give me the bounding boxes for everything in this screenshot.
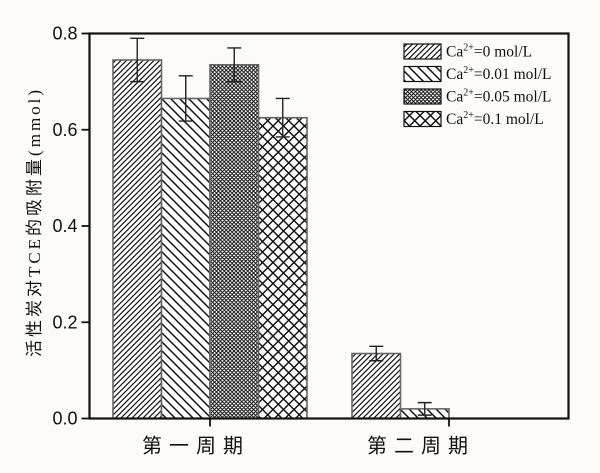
error-bar-series2-group1 bbox=[178, 75, 193, 122]
x-category-label: 第一周期 bbox=[142, 435, 250, 458]
legend-label: Ca2+=0.1 mol/L bbox=[446, 110, 544, 128]
y-tick-label: 0.0 bbox=[52, 409, 77, 429]
y-axis-title: 活性炭对TCE的吸附量(mmol) bbox=[25, 87, 44, 357]
error-bar-series1-group1 bbox=[130, 37, 145, 83]
bar-series3-group1 bbox=[209, 63, 260, 420]
error-bar-series1-group2 bbox=[369, 345, 384, 362]
legend-label: Ca2+=0 mol/L bbox=[446, 43, 532, 61]
y-tick-label: 0.2 bbox=[52, 312, 77, 332]
legend-label: Ca2+=0.01 mol/L bbox=[446, 65, 552, 83]
legend-swatch-diagonal-forward bbox=[403, 43, 442, 60]
bar-series4-group1 bbox=[257, 116, 308, 420]
legend-swatch-diagonal-backward bbox=[403, 65, 442, 83]
error-bar-series2-group2 bbox=[417, 401, 432, 416]
legend-label: Ca2+=0.05 mol/L bbox=[446, 88, 552, 106]
error-bar-series3-group1 bbox=[227, 47, 242, 83]
y-tick-label: 0.6 bbox=[52, 120, 77, 140]
x-category-label: 第二周期 bbox=[367, 435, 475, 458]
legend-swatch-dense-crosshatch bbox=[403, 88, 442, 105]
error-bar-series4-group1 bbox=[275, 97, 290, 138]
bar-series2-group1 bbox=[160, 97, 211, 420]
y-tick-label: 0.8 bbox=[52, 24, 77, 44]
y-tick-label: 0.4 bbox=[52, 216, 77, 236]
bar-series1-group2 bbox=[351, 352, 402, 420]
bar-series1-group1 bbox=[112, 59, 163, 420]
legend-swatch-large-crosshatch bbox=[403, 110, 442, 128]
